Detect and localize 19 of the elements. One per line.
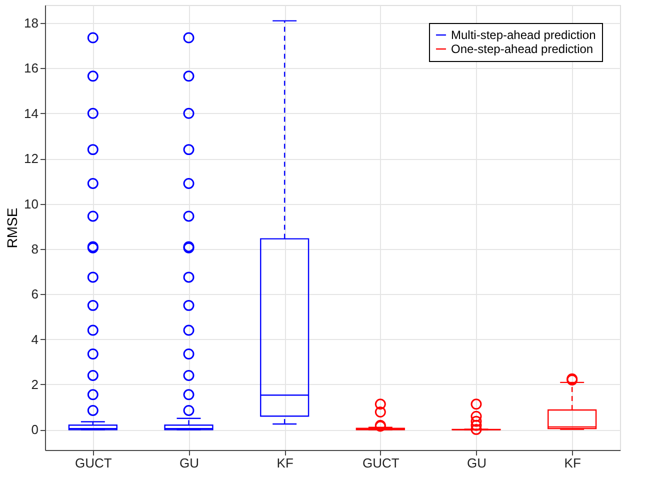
y-axis-title: RMSE (4, 208, 20, 248)
x-tick-label: GUCT (362, 456, 400, 470)
x-tick-label: GU (180, 456, 199, 470)
y-tick-label: 12 (24, 151, 38, 166)
y-tick-label: 0 (31, 422, 38, 438)
y-tick-label: 4 (31, 332, 38, 347)
x-tick-label: GU (467, 456, 486, 470)
y-tick-label: 10 (24, 196, 38, 212)
legend-label: One-step-ahead prediction (451, 42, 594, 56)
x-tick-label: KF (276, 456, 294, 470)
x-tick-label: KF (564, 456, 581, 470)
y-tick-label: 2 (31, 376, 38, 392)
y-tick-label: 14 (24, 106, 38, 121)
legend-label: Multi-step-ahead prediction (451, 28, 596, 42)
y-tick-label: 18 (24, 16, 38, 31)
y-tick-label: 16 (24, 60, 38, 76)
y-tick-label: 8 (31, 241, 38, 256)
y-tick-label: 6 (31, 286, 38, 302)
x-tick-label: GUCT (74, 456, 112, 470)
